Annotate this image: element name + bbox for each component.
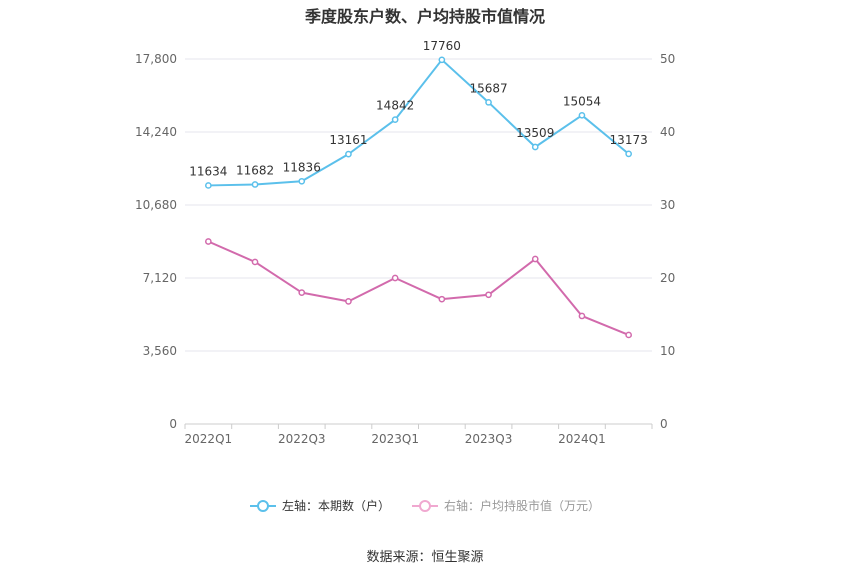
y-right-tick-label: 40 <box>660 125 675 139</box>
data-point-left <box>578 111 586 119</box>
data-label: 15054 <box>563 94 601 108</box>
y-left-tick-label: 0 <box>169 417 177 431</box>
data-point-right <box>531 255 539 263</box>
data-point-left <box>485 98 492 106</box>
data-point-left <box>438 56 446 64</box>
y-left-tick-label: 3,560 <box>143 344 177 358</box>
x-tick-label: 2024Q1 <box>558 432 606 446</box>
data-point-right <box>205 238 212 245</box>
legend-item-right-series[interactable]: 右轴：户均持股市值（万元） <box>412 497 600 514</box>
data-label: 15687 <box>469 81 507 95</box>
data-label: 14842 <box>376 99 414 113</box>
data-point-left <box>531 143 539 151</box>
data-point-right <box>391 274 399 282</box>
data-label: 11836 <box>283 160 321 174</box>
legend-left-swatch-icon <box>249 499 276 513</box>
x-tick-label: 2022Q1 <box>185 432 233 446</box>
data-label: 13509 <box>516 126 554 140</box>
chart-legend: 左轴：本期数（户） 右轴：户均持股市值（万元） <box>0 497 850 514</box>
series-line-left <box>208 58 630 187</box>
chart-title: 季度股东户数、户均持股市值情况 <box>304 7 545 26</box>
data-point-left <box>345 150 352 158</box>
data-point-left <box>391 116 399 124</box>
data-point-right <box>578 312 586 320</box>
y-left-tick-label: 10,680 <box>135 198 177 212</box>
data-point-right <box>625 331 633 339</box>
x-tick-label: 2023Q3 <box>465 432 513 446</box>
data-point-left <box>205 182 212 189</box>
data-label: 11634 <box>189 164 227 178</box>
data-point-right <box>298 289 306 296</box>
data-point-right <box>251 258 259 266</box>
y-right-tick-label: 0 <box>660 417 668 431</box>
legend-left-label: 左轴：本期数（户） <box>281 499 390 513</box>
x-tick-label: 2023Q1 <box>371 432 419 446</box>
y-left-tick-label: 17,800 <box>135 52 177 66</box>
data-point-left <box>298 177 306 185</box>
legend-right-swatch-icon <box>412 499 438 513</box>
y-right-tick-label: 50 <box>660 52 675 66</box>
y-right-tick-label: 30 <box>660 198 675 212</box>
data-point-left <box>251 181 259 188</box>
data-point-right <box>485 291 492 299</box>
data-label: 13161 <box>329 133 367 147</box>
legend-item-left-series[interactable]: 左轴：本期数（户） <box>249 497 390 514</box>
data-source: 数据来源：恒生聚源 <box>366 550 484 565</box>
series-line-right <box>207 240 630 336</box>
x-tick-label: 2022Q3 <box>278 432 326 446</box>
legend-right-label: 右轴：户均持股市值（万元） <box>444 499 601 513</box>
data-label: 11682 <box>236 163 274 177</box>
data-point-right <box>438 295 446 303</box>
data-label: 13173 <box>610 133 648 147</box>
y-right-tick-label: 20 <box>660 271 675 285</box>
data-label: 17760 <box>423 39 461 53</box>
y-left-tick-label: 14,240 <box>135 125 177 139</box>
data-point-left <box>625 150 633 158</box>
y-left-tick-label: 7,120 <box>143 271 177 285</box>
data-point-right <box>345 298 352 305</box>
y-right-tick-label: 10 <box>660 344 675 358</box>
